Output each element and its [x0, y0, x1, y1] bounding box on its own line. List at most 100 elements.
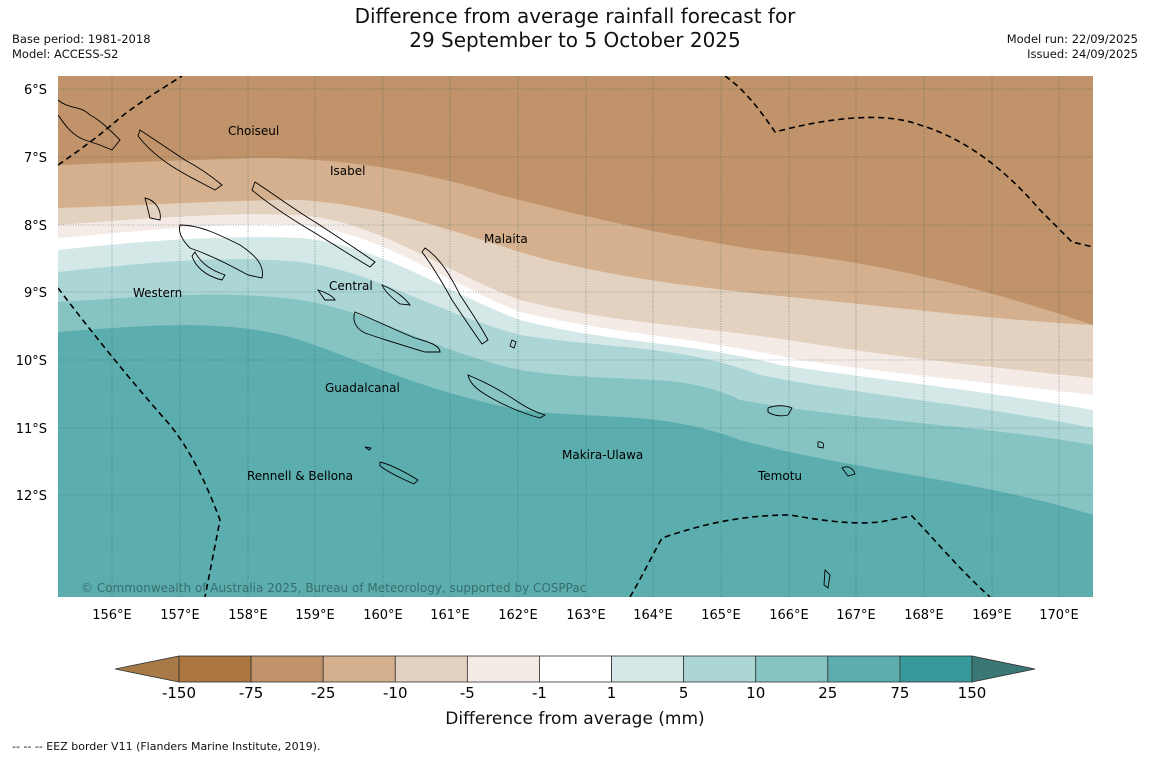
chart-title: Difference from average rainfall forecas… [0, 4, 1150, 52]
lon-label: 160°E [363, 608, 403, 623]
base-period: Base period: 1981-2018 [12, 32, 151, 46]
label-temotu: Temotu [757, 469, 802, 483]
russell-islands-coast [316, 289, 336, 301]
lat-label: 8°S [24, 219, 47, 234]
label-central: Central [329, 279, 373, 293]
lat-label: 9°S [24, 286, 47, 301]
isabel-coast [251, 181, 376, 268]
malaita-coast [421, 247, 489, 345]
lon-label: 167°E [836, 608, 876, 623]
lon-label: 163°E [566, 608, 606, 623]
label-rennell-bellona: Rennell & Bellona [247, 469, 353, 483]
colorbar-tick-label: 1 [607, 684, 617, 702]
tikopia-coast [841, 466, 856, 477]
lon-label: 170°E [1039, 608, 1079, 623]
lat-label: 6°S [24, 83, 47, 98]
province-labels: Choiseul Isabel Malaita Central Western … [133, 124, 802, 483]
colorbar-tick-label: -5 [460, 684, 475, 702]
label-western: Western [133, 286, 182, 300]
label-makira-ulawa: Makira-Ulawa [562, 448, 643, 462]
lon-label: 166°E [769, 608, 809, 623]
vanikoro-coast [817, 441, 825, 449]
lat-label: 7°S [24, 151, 47, 166]
label-malaita: Malaita [484, 232, 528, 246]
model-name: Model: ACCESS-S2 [12, 47, 119, 61]
label-isabel: Isabel [330, 164, 365, 178]
colorbar-tick-label: -1 [532, 684, 547, 702]
model-run: Model run: 22/09/2025 [1006, 32, 1138, 46]
colorbar-extend-low [114, 655, 180, 683]
colorbar-cell [899, 655, 973, 683]
colorbar-title: Difference from average (mm) [445, 709, 705, 729]
florida-islands-coast [381, 284, 411, 306]
eez-south [629, 514, 991, 597]
coastlines [58, 99, 856, 589]
lon-label: 159°E [295, 608, 335, 623]
colorbar-tick-label: -75 [239, 684, 264, 702]
colorbar-cell [250, 655, 324, 683]
colorbar-tick-labels: -150 -75 -25 -10 -5 -1 1 5 10 25 75 150 [162, 684, 986, 702]
colorbar-cell [611, 655, 685, 683]
title-line-1: Difference from average rainfall forecas… [354, 4, 796, 28]
colorbar-tick-label: -25 [311, 684, 336, 702]
vanuatu-north-coast [823, 568, 831, 589]
new-georgia-coast [179, 224, 263, 279]
graticule [58, 76, 1093, 597]
colorbar-tick-label: 75 [890, 684, 909, 702]
colorbar-cell [755, 655, 829, 683]
colorbar-cells [178, 655, 973, 683]
bellona-coast [364, 446, 372, 451]
rennell-coast [379, 461, 419, 485]
ulawa-coast [509, 339, 517, 349]
colorbar-tick-label: 25 [818, 684, 837, 702]
colorbar-cell [394, 655, 468, 683]
colorbar: -150 -75 -25 -10 -5 -1 1 5 10 25 75 150 [114, 655, 1036, 702]
colorbar-tick-label: -150 [162, 684, 196, 702]
choiseul-coast [137, 129, 223, 191]
lon-label: 157°E [160, 608, 200, 623]
colorbar-cell [827, 655, 901, 683]
colorbar-cell [178, 655, 252, 683]
santa-cruz-coast [767, 405, 793, 417]
rendova-coast [191, 251, 226, 281]
colorbar-tick-label: 10 [746, 684, 765, 702]
lon-label: 156°E [92, 608, 132, 623]
lon-label: 164°E [633, 608, 673, 623]
lat-label: 11°S [16, 422, 47, 437]
colorbar-extend-high [971, 655, 1036, 683]
label-guadalcanal: Guadalcanal [325, 381, 400, 395]
colorbar-tick-label: 150 [958, 684, 987, 702]
bougainville-coast [58, 99, 121, 151]
band-minus75-minus25 [58, 76, 1093, 325]
lat-label: 10°S [16, 354, 47, 369]
colorbar-cell [466, 655, 540, 683]
lon-label: 158°E [228, 608, 268, 623]
eez-legend-footer: -- -- -- EEZ border V11 (Flanders Marine… [12, 740, 321, 753]
latitude-labels: 6°S 7°S 8°S 9°S 10°S 11°S 12°S [16, 83, 47, 504]
lon-label: 169°E [972, 608, 1012, 623]
meta-right: Model run: 22/09/2025 Issued: 24/09/2025 [1007, 32, 1138, 62]
eez-west [58, 287, 221, 597]
colorbar-tick-label: 5 [679, 684, 689, 702]
makira-coast [467, 374, 547, 419]
copyright-text: © Commonwealth of Australia 2025, Bureau… [81, 581, 586, 595]
colorbar-cell [539, 655, 612, 683]
vella-lavella-coast [144, 197, 161, 221]
longitude-labels: 156°E 157°E 158°E 159°E 160°E 161°E 162°… [92, 608, 1079, 623]
meta-left: Base period: 1981-2018 Model: ACCESS-S2 [12, 32, 151, 62]
eez-northeast [724, 76, 1093, 248]
eez-northwest [58, 76, 183, 166]
colorbar-cell [322, 655, 396, 683]
map-area: Choiseul Isabel Malaita Central Western … [58, 76, 1093, 597]
guadalcanal-coast [353, 311, 441, 353]
lon-label: 161°E [430, 608, 470, 623]
colorbar-tick-label: -10 [383, 684, 408, 702]
lon-label: 168°E [904, 608, 944, 623]
eez-borders [58, 76, 1093, 597]
colorbar-cell [683, 655, 757, 683]
label-choiseul: Choiseul [228, 124, 279, 138]
issued-date: Issued: 24/09/2025 [1027, 47, 1138, 61]
lat-label: 12°S [16, 489, 47, 504]
title-line-2: 29 September to 5 October 2025 [409, 28, 741, 52]
